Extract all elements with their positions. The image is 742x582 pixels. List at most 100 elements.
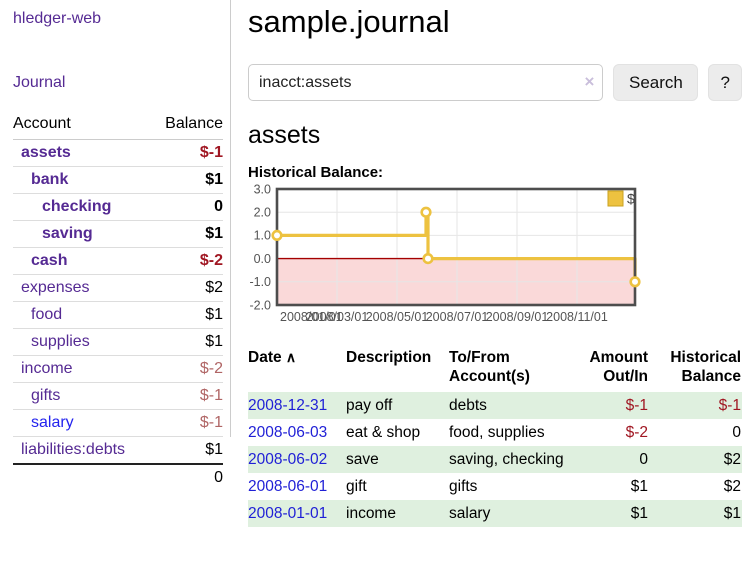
register-header-description: Description (346, 349, 432, 366)
nav-journal-link[interactable]: Journal (13, 74, 66, 91)
register-header-balance: Historical Balance (670, 349, 741, 385)
account-balance: $1 (205, 225, 223, 242)
brand-link[interactable]: hledger-web (13, 10, 102, 27)
help-button[interactable]: ? (708, 64, 742, 101)
register-cell-description: gift (346, 478, 367, 495)
account-link-expenses[interactable]: expenses (21, 279, 90, 296)
account-link-saving[interactable]: saving (42, 225, 93, 242)
account-link-food[interactable]: food (31, 306, 63, 323)
register-cell-description: pay off (346, 392, 449, 419)
register-cell-accounts: saving, checking (449, 446, 575, 473)
account-row: cash $-2 (13, 248, 223, 275)
account-row: expenses $2 (13, 275, 223, 302)
register-header-date[interactable]: Date ∧ (248, 349, 297, 366)
account-balance: 0 (214, 198, 223, 215)
x-axis-ticks: 2008/01/01 2008/03/01 2008/05/01 2008/07… (280, 310, 608, 324)
legend-label: $ (627, 191, 635, 207)
account-balance: $1 (205, 441, 223, 458)
account-balance: $-1 (199, 144, 223, 161)
search-box: × (248, 64, 604, 101)
account-column-header: Account (13, 115, 71, 132)
svg-text:-1.0: -1.0 (249, 275, 271, 289)
register-cell-balance: $2 (723, 478, 741, 495)
account-row: saving $1 (13, 221, 223, 248)
account-link-assets[interactable]: assets (21, 144, 71, 161)
register-cell-description: save (346, 446, 449, 473)
account-link-supplies[interactable]: supplies (31, 333, 90, 350)
sidebar: hledger-web Journal Account Balance asse… (0, 0, 231, 486)
account-link-gifts[interactable]: gifts (31, 387, 61, 404)
svg-text:0.0: 0.0 (254, 252, 271, 266)
account-link-checking[interactable]: checking (42, 198, 112, 215)
account-row: bank $1 (13, 167, 223, 194)
svg-text:-2.0: -2.0 (249, 299, 271, 313)
account-link-liabilities-debts[interactable]: liabilities:debts (21, 441, 126, 458)
register-cell-balance: $2 (649, 446, 742, 473)
accounts-total: 0 (214, 469, 223, 486)
account-balance: $-1 (199, 387, 223, 404)
register-cell-description: eat & shop (346, 424, 421, 441)
svg-text:2008/05/01: 2008/05/01 (366, 310, 429, 324)
negative-region (278, 258, 634, 304)
svg-text:2008/03/01: 2008/03/01 (306, 310, 369, 324)
register-cell-date: 2008-06-03 (248, 419, 346, 446)
account-balance: $1 (205, 333, 223, 350)
svg-text:2.0: 2.0 (254, 206, 271, 220)
chart-title: Historical Balance: (248, 164, 384, 181)
transaction-date-link[interactable]: 2008-06-01 (248, 478, 328, 495)
register-cell-date: 2008-01-01 (248, 500, 346, 527)
register-cell-accounts: salary (449, 500, 575, 527)
transaction-date-link[interactable]: 2008-12-31 (248, 397, 328, 414)
historical-balance-chart: $ 3.0 2.0 1.0 0.0 -1.0 -2.0 2008/01/01 2… (240, 183, 740, 328)
svg-text:2008/09/01: 2008/09/01 (486, 310, 549, 324)
y-axis-ticks: 3.0 2.0 1.0 0.0 -1.0 -2.0 (249, 183, 271, 313)
chart-svg: $ 3.0 2.0 1.0 0.0 -1.0 -2.0 2008/01/01 2… (249, 183, 641, 324)
transaction-date-link[interactable]: 2008-01-01 (248, 505, 328, 522)
search-form: × Search ? (248, 64, 742, 101)
account-balance: $1 (205, 306, 223, 323)
account-link-income[interactable]: income (21, 360, 73, 377)
account-row: gifts $-1 (13, 383, 223, 410)
account-row: income $-2 (13, 356, 223, 383)
svg-text:2008/07/01: 2008/07/01 (426, 310, 489, 324)
svg-text:1.0: 1.0 (254, 229, 271, 243)
register-cell-date: 2008-06-02 (248, 446, 346, 473)
account-row: salary $-1 (13, 410, 223, 437)
register-cell-balance: $1 (649, 500, 742, 527)
account-balance: $1 (205, 171, 223, 188)
account-balance: $-1 (199, 414, 223, 431)
account-link-cash[interactable]: cash (31, 252, 68, 269)
account-link-bank[interactable]: bank (31, 171, 69, 188)
register-cell-description: income (346, 500, 449, 527)
account-balance: $-2 (199, 252, 223, 269)
transaction-date-link[interactable]: 2008-06-03 (248, 424, 328, 441)
register-cell-amount: 0 (575, 446, 649, 473)
plot-border (275, 187, 637, 307)
register-cell-balance: $-1 (649, 392, 742, 419)
balance-column-header: Balance (165, 115, 223, 132)
svg-text:2008/11/01: 2008/11/01 (546, 310, 608, 324)
transaction-date-link[interactable]: 2008-06-02 (248, 451, 328, 468)
svg-text:2008/01/01: 2008/01/01 (280, 310, 343, 324)
search-button[interactable]: Search (613, 64, 699, 101)
chart-legend: $ (607, 190, 635, 207)
page-title: sample.journal (248, 4, 450, 39)
register-cell-accounts: debts (449, 392, 575, 419)
register-cell-amount: $-2 (625, 424, 648, 441)
svg-text:3.0: 3.0 (254, 183, 271, 197)
register-cell-date: 2008-12-31 (248, 392, 346, 419)
register-cell-accounts: food, supplies (449, 424, 545, 441)
register-header-amount: Amount Out/In (589, 349, 648, 385)
account-row: checking 0 (13, 194, 223, 221)
sort-ascending-icon: ∧ (285, 349, 297, 365)
account-balance: $2 (205, 279, 223, 296)
account-row: food $1 (13, 302, 223, 329)
account-row: supplies $1 (13, 329, 223, 356)
account-balance: $-2 (199, 360, 223, 377)
register-cell-accounts: gifts (449, 478, 478, 495)
register-cell-balance: 0 (732, 424, 741, 441)
register-cell-date: 2008-06-01 (248, 473, 346, 500)
search-input[interactable] (248, 64, 604, 101)
clear-search-icon[interactable]: × (584, 72, 595, 91)
account-link-salary[interactable]: salary (31, 414, 74, 431)
